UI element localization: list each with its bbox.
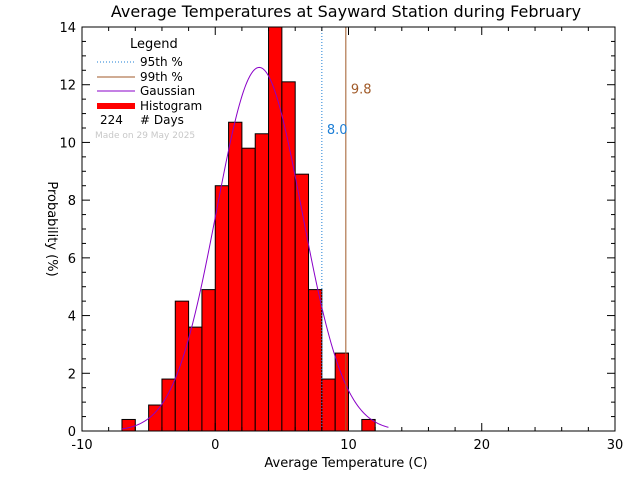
y-tick-label: 6: [68, 252, 76, 267]
histogram-bar: [281, 81, 296, 432]
y-axis-label: Probability (%): [44, 181, 59, 276]
histogram-bar: [268, 26, 283, 432]
x-tick-label: 0: [211, 438, 219, 453]
p99-label: 9.8: [351, 82, 372, 97]
legend-label-gaussian: Gaussian: [140, 84, 195, 98]
legend-label-histogram: Histogram: [140, 99, 202, 113]
histogram-bar: [174, 300, 190, 432]
x-tick-label: 10: [340, 438, 357, 453]
histogram-bar: [228, 121, 243, 432]
days-count: 224: [100, 113, 123, 127]
histogram-bar: [161, 378, 176, 432]
y-tick-label: 8: [68, 194, 76, 209]
days-label: # Days: [140, 113, 184, 127]
y-tick-label: 14: [59, 21, 76, 36]
histogram-bar: [201, 289, 216, 432]
y-tick-label: 2: [68, 367, 76, 382]
histogram-bar: [254, 133, 270, 432]
legend-title: Legend: [130, 37, 178, 52]
x-tick-label: -10: [71, 438, 92, 453]
p95-label: 8.0: [327, 123, 348, 138]
histogram-bar: [334, 352, 349, 432]
x-tick-label: 20: [473, 438, 490, 453]
histogram-bar: [321, 378, 336, 432]
x-axis-label: Average Temperature (C): [264, 456, 427, 471]
y-tick-label: 0: [68, 425, 76, 440]
legend: Legend 95th % 99th % Gaussian Histogram …: [95, 37, 202, 141]
histogram-bar: [214, 185, 230, 432]
x-axis-ticks: -10 0 10 20 30: [71, 27, 623, 453]
x-tick-label: 30: [607, 438, 624, 453]
legend-label-p99: 99th %: [140, 70, 183, 84]
histogram-bars: [121, 26, 376, 432]
made-on-note: Made on 29 May 2025: [95, 131, 195, 141]
chart-title: Average Temperatures at Sayward Station …: [111, 2, 581, 21]
y-axis-ticks: 0 2 4 6 8 10 12 14: [59, 21, 615, 440]
legend-label-p95: 95th %: [140, 55, 183, 69]
gaussian-curve: [121, 66, 389, 430]
histogram-bar: [148, 404, 163, 432]
histogram-bar: [308, 289, 323, 432]
y-tick-label: 12: [59, 79, 76, 94]
y-tick-label: 4: [68, 310, 76, 325]
y-tick-label: 10: [59, 136, 76, 151]
histogram-bar: [241, 147, 256, 432]
histogram-bar: [121, 418, 136, 432]
histogram-bar: [188, 326, 203, 432]
